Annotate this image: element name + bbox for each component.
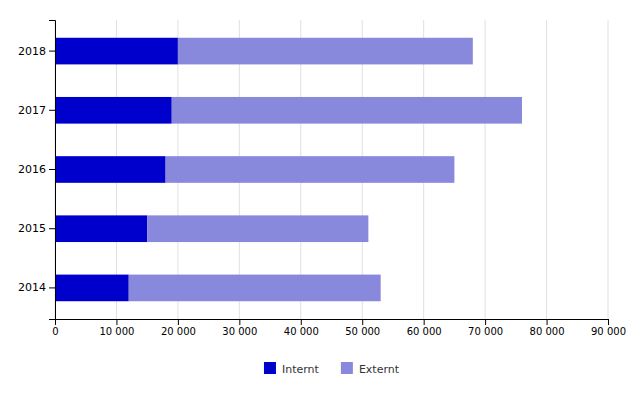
bar [129,275,381,302]
series [55,38,178,301]
x-tick: 30 000 [222,319,257,337]
x-tick-mark [178,319,179,325]
x-tick-label: 80 000 [530,326,565,337]
grid-line [546,20,547,319]
bar [55,275,129,302]
x-tick: 90 000 [591,319,626,337]
bar [55,38,178,65]
bar [178,38,473,65]
x-tick-label: 10 000 [99,326,134,337]
y-tick-mark [49,110,55,111]
x-tick-mark [424,319,425,325]
bar [166,156,455,183]
x-axis: 0 10 000 20 000 30 000 40 000 50 000 60 000 70 … [52,319,626,337]
legend-swatch [341,362,353,374]
bar [147,215,368,242]
x-tick-label: 70 000 [468,326,503,337]
x-tick-label: 0 [52,326,58,337]
legend-item: Internt [264,362,320,376]
bar [55,97,172,124]
x-tick-mark [362,319,363,325]
grid [55,20,608,319]
legend-item: Externt [341,362,400,376]
x-tick-label: 60 000 [407,326,442,337]
y-tick-label: 2016 [18,163,46,176]
y-tick-label: 2014 [18,281,46,294]
y-tick: 2014 [18,281,55,294]
x-tick-label: 50 000 [345,326,380,337]
chart: 0 10 000 20 000 30 000 40 000 50 000 60 000 70 … [0,0,643,397]
bar [55,156,166,183]
y-axis-line [49,21,56,320]
x-axis-line [56,320,609,326]
y-tick-label: 2017 [18,104,46,117]
legend-label: Externt [359,363,400,376]
bar [172,97,522,124]
series [129,38,522,301]
grid-line [608,20,609,319]
x-tick: 70 000 [468,319,503,337]
x-tick: 40 000 [284,319,319,337]
x-tick-mark [485,319,486,325]
y-tick-mark [49,287,55,288]
y-tick: 2018 [18,45,55,58]
y-tick-mark [49,51,55,52]
x-tick-mark [608,319,609,325]
x-tick: 20 000 [161,319,196,337]
x-tick: 60 000 [407,319,442,337]
x-tick: 50 000 [345,319,380,337]
legend: Internt Externt [264,362,400,376]
x-tick: 0 [52,319,58,337]
y-axis: 2014 2015 2016 2017 2018 [18,21,56,320]
legend-label: Internt [282,363,320,376]
x-tick-mark [239,319,240,325]
y-tick-label: 2018 [18,45,46,58]
x-tick-mark [547,319,548,325]
x-tick-mark [301,319,302,325]
x-tick: 10 000 [99,319,134,337]
x-tick: 80 000 [530,319,565,337]
y-tick: 2017 [18,104,55,117]
x-tick-label: 40 000 [284,326,319,337]
x-tick-mark [116,319,117,325]
legend-swatch [264,362,276,374]
grid-line [485,20,486,319]
y-tick-mark [49,228,55,229]
x-tick-label: 20 000 [161,326,196,337]
y-tick: 2016 [18,163,55,176]
plot-area: 0 10 000 20 000 30 000 40 000 50 000 60 000 70 … [18,20,626,337]
x-tick-label: 30 000 [222,326,257,337]
y-tick-label: 2015 [18,222,46,235]
bar [55,215,147,242]
bars [55,38,522,301]
x-tick-label: 90 000 [591,326,626,337]
y-tick-mark [49,169,55,170]
y-tick: 2015 [18,222,55,235]
